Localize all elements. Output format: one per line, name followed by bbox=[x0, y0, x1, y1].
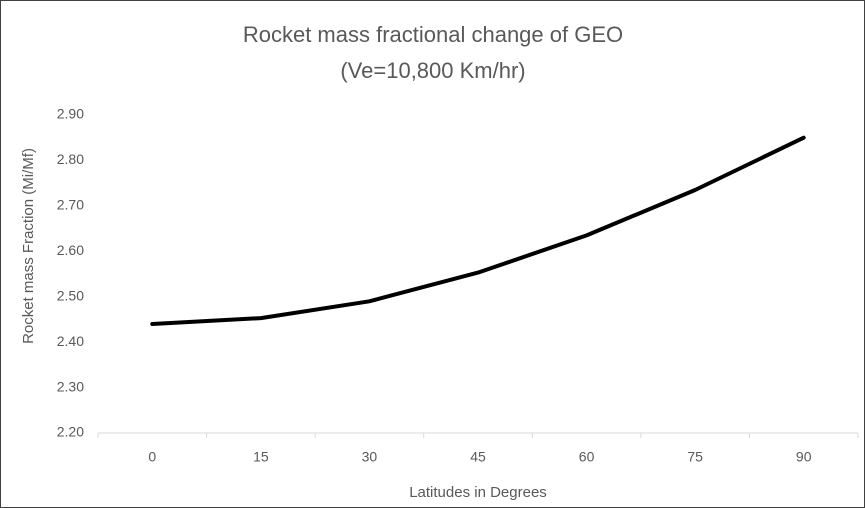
y-tick-label: 2.90 bbox=[57, 106, 84, 122]
x-tick-label: 45 bbox=[470, 449, 486, 465]
y-tick-label: 2.80 bbox=[57, 151, 84, 167]
y-tick-label: 2.70 bbox=[57, 197, 84, 213]
x-tick-label: 90 bbox=[796, 449, 812, 465]
y-axis-title: Rocket mass Fraction (Mi/Mf) bbox=[20, 148, 37, 344]
y-tick-label: 2.60 bbox=[57, 242, 84, 258]
chart-subtitle: (Ve=10,800 Km/hr) bbox=[340, 58, 525, 83]
y-tick-label: 2.50 bbox=[57, 287, 84, 303]
y-tick-label: 2.30 bbox=[57, 378, 84, 394]
x-tick-label: 75 bbox=[687, 449, 703, 465]
x-tick-label: 60 bbox=[579, 449, 595, 465]
x-axis-title: Latitudes in Degrees bbox=[409, 484, 547, 501]
x-tick-label: 0 bbox=[148, 449, 156, 465]
line bbox=[150, 135, 806, 326]
x-tick-label: 30 bbox=[362, 449, 378, 465]
x-tick-label: 15 bbox=[253, 449, 269, 465]
chart-title: Rocket mass fractional change of GEO bbox=[243, 22, 623, 47]
y-tick-label: 2.40 bbox=[57, 333, 84, 349]
y-tick-label: 2.20 bbox=[57, 424, 84, 440]
